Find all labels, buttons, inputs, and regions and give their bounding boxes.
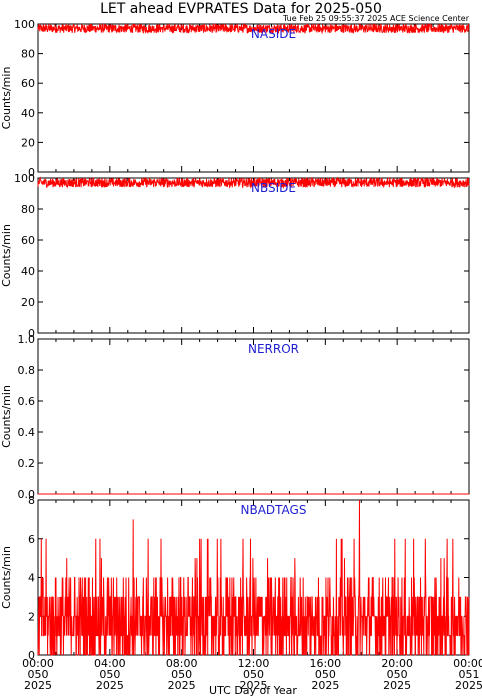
panel-label: NERROR [248, 342, 299, 356]
y-axis-label: Counts/min [0, 67, 13, 130]
y-tick-label: 40 [21, 265, 35, 278]
y-tick-label: 100 [14, 18, 35, 31]
x-tick-label-doy: 050 [171, 668, 192, 681]
x-axis-label: UTC Day of Year [209, 684, 297, 697]
y-tick-label: 0.0 [18, 488, 36, 501]
panel-frame [37, 23, 470, 173]
y-tick-label: 4 [28, 572, 35, 585]
chart-timestamp: Tue Feb 25 09:55:37 2025 ACE Science Cen… [282, 14, 470, 23]
y-tick-label: 0.4 [18, 426, 36, 439]
panel-label: NBSIDE [251, 181, 296, 195]
y-tick-label: 0 [28, 166, 35, 179]
y-tick-label: 6 [28, 533, 35, 546]
y-tick-label: 1.0 [18, 333, 36, 346]
y-axis-label: Counts/min [0, 385, 13, 448]
y-tick-label: 40 [21, 107, 35, 120]
series-line [37, 22, 470, 35]
x-tick-label-doy: 050 [315, 668, 336, 681]
y-tick-label: 0.8 [18, 364, 36, 377]
y-tick-label: 60 [21, 77, 35, 90]
y-tick-label: 8 [28, 494, 35, 507]
x-tick-label-doy: 050 [99, 668, 120, 681]
y-tick-label: 60 [21, 234, 35, 247]
x-tick-label-time: 20:00 [381, 657, 413, 670]
panels-group: 020406080100Counts/minNASIDE020406080100… [0, 18, 482, 692]
panel-nerror: 0.0 0.2 0.4 0.6 0.8 1.0 Counts/min NERROR [0, 333, 470, 501]
y-tick-label: 2 [28, 610, 35, 623]
x-tick-label-year: 2025 [24, 679, 52, 692]
x-tick-label-time: 00:00 [453, 657, 482, 670]
x-tick-label-doy: 051 [459, 668, 480, 681]
x-tick-label-year: 2025 [311, 679, 339, 692]
y-axis-label: Counts/min [0, 546, 13, 609]
y-tick-label: 0.2 [18, 457, 36, 470]
y-tick-label: 0.6 [18, 395, 36, 408]
panel-frame [37, 338, 470, 495]
x-tick-label-time: 04:00 [94, 657, 126, 670]
x-tick-label-year: 2025 [383, 679, 411, 692]
panel-nbadtags: 02468Counts/minNBADTAGS00:00050202504:00… [0, 494, 482, 692]
y-tick-label: 0 [28, 327, 35, 340]
y-tick-label: 80 [21, 48, 35, 61]
panel-nbside: 0 20 40 60 80 100 Counts/min NBSIDE [0, 172, 470, 340]
x-tick-label-time: 12:00 [238, 657, 270, 670]
y-tick-label: 0 [28, 649, 35, 662]
panel-label: NASIDE [251, 27, 296, 41]
x-tick-label-time: 00:00 [22, 657, 54, 670]
x-tick-label-time: 16:00 [309, 657, 341, 670]
y-axis-label: Counts/min [0, 224, 13, 287]
y-tick-label: 20 [21, 136, 35, 149]
y-tick-label: 100 [14, 172, 35, 185]
x-tick-label-doy: 050 [243, 668, 264, 681]
x-tick-label-year: 2025 [96, 679, 124, 692]
series-line [37, 176, 470, 189]
panel-label: NBADTAGS [241, 503, 307, 517]
x-tick-label-year: 2025 [168, 679, 196, 692]
chart-title: LET ahead EVPRATES Data for 2025-050 [100, 1, 382, 17]
y-tick-label: 80 [21, 203, 35, 216]
panel-naside: 0 20 40 60 80 100 Counts/min NASIDE [0, 18, 470, 179]
x-tick-label-year: 2025 [240, 679, 268, 692]
y-tick-label: 20 [21, 296, 35, 309]
x-tick-label-year: 2025 [455, 679, 482, 692]
x-tick-label-time: 08:00 [166, 657, 198, 670]
x-tick-label-doy: 050 [28, 668, 49, 681]
series-line [37, 499, 470, 656]
panel-frame [37, 177, 470, 334]
x-tick-label-doy: 050 [387, 668, 408, 681]
